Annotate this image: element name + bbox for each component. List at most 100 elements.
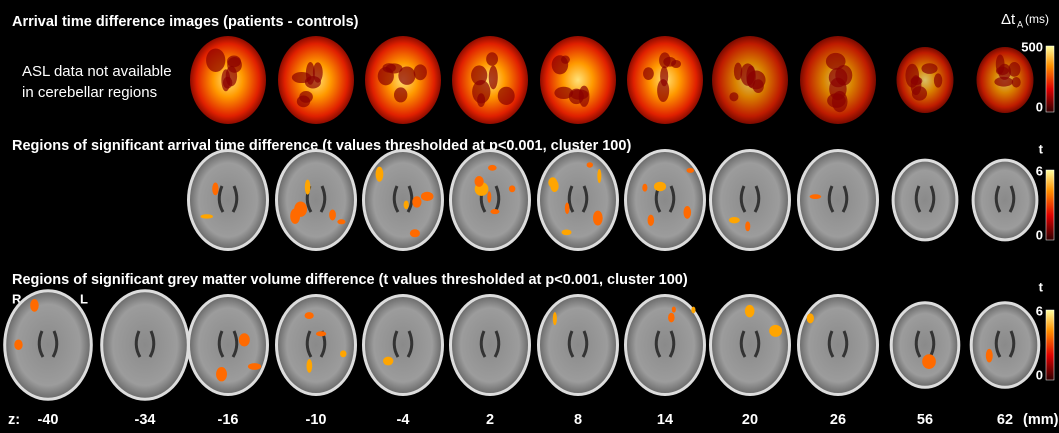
activation xyxy=(412,196,421,207)
asl-blob xyxy=(657,79,669,102)
colorbar-subscript: A xyxy=(1017,19,1023,29)
asl-blob xyxy=(477,93,485,107)
asl-blob xyxy=(747,71,766,90)
note: in cerebellar regions xyxy=(22,84,157,101)
activation xyxy=(691,307,695,314)
activation xyxy=(745,305,755,317)
asl-blob xyxy=(489,65,498,89)
colorbar xyxy=(1046,310,1054,380)
mri-brain xyxy=(975,162,1036,239)
z-label: z: xyxy=(8,412,20,428)
asl-blob xyxy=(921,63,937,74)
asl-blob xyxy=(832,91,848,112)
activation xyxy=(316,331,326,336)
asl-blob xyxy=(829,68,848,88)
mri-brain xyxy=(893,304,958,386)
z-value: 8 xyxy=(574,412,582,428)
activation xyxy=(668,313,675,323)
z-value: -16 xyxy=(218,412,239,428)
mri-brain xyxy=(712,152,788,248)
colorbar-symbol: Δt xyxy=(1001,11,1016,28)
colorbar-min: 0 xyxy=(1036,367,1043,382)
activation xyxy=(305,180,311,195)
colorbar-max: 6 xyxy=(1036,303,1043,318)
asl-image xyxy=(897,47,954,113)
activation xyxy=(810,194,822,199)
activation xyxy=(565,203,570,215)
asl-blob xyxy=(394,87,407,102)
mri-brain xyxy=(365,297,441,393)
asl-blob xyxy=(471,65,487,85)
activation xyxy=(376,167,384,182)
mri-brain xyxy=(627,152,703,248)
activation xyxy=(305,312,314,319)
activation xyxy=(383,357,393,366)
z-value: -10 xyxy=(306,412,327,428)
colorbar xyxy=(1046,46,1054,112)
asl-blob xyxy=(994,77,1013,87)
mri-brain xyxy=(800,297,876,393)
activation xyxy=(290,208,300,224)
activation xyxy=(553,312,557,325)
activation xyxy=(593,211,603,226)
mri-brain xyxy=(190,297,266,393)
note: ASL data not available xyxy=(22,63,172,80)
activation xyxy=(562,229,572,235)
asl-blob xyxy=(996,67,1009,76)
asl-blob xyxy=(386,63,403,73)
mri-brain xyxy=(278,152,354,248)
mri-brain xyxy=(190,152,266,248)
mri-brain xyxy=(278,297,354,393)
asl-blob xyxy=(663,57,676,67)
colorbar-max: 6 xyxy=(1036,163,1043,178)
activation xyxy=(216,367,227,381)
activation xyxy=(686,168,694,173)
asl-blob xyxy=(554,87,573,99)
z-value: 62 xyxy=(997,412,1013,428)
asl-blob xyxy=(912,86,927,100)
colorbar-max: 500 xyxy=(1021,39,1043,54)
activation xyxy=(239,333,250,346)
z-unit: (mm) xyxy=(1023,412,1059,428)
asl-blob xyxy=(570,89,588,99)
orientation: L xyxy=(80,291,88,306)
colorbar-symbol: t xyxy=(1039,141,1044,156)
activation xyxy=(642,184,647,192)
asl-blob xyxy=(306,62,315,85)
colorbar-min: 0 xyxy=(1036,227,1043,242)
asl-blob xyxy=(561,55,570,63)
activation xyxy=(672,306,676,312)
asl-blob xyxy=(299,91,313,103)
colorbar-symbol: t xyxy=(1039,279,1044,294)
activation xyxy=(490,209,499,214)
activation xyxy=(548,177,557,187)
colorbar-unit: (ms) xyxy=(1025,12,1049,26)
activation xyxy=(410,229,420,237)
mri-brain xyxy=(452,297,528,393)
activation xyxy=(329,209,336,220)
z-value: 20 xyxy=(742,412,758,428)
asl-blob xyxy=(206,48,225,72)
row-title: Arrival time difference images (patients… xyxy=(12,14,359,30)
colorbar xyxy=(1046,170,1054,240)
z-value: -4 xyxy=(397,412,410,428)
activation xyxy=(922,354,936,369)
activation xyxy=(745,221,750,231)
activation xyxy=(474,176,483,187)
z-value: 14 xyxy=(657,412,673,428)
asl-image xyxy=(540,36,616,124)
activation xyxy=(597,169,601,183)
activation xyxy=(212,182,218,195)
activation xyxy=(986,349,993,363)
z-value: -34 xyxy=(135,412,156,428)
activation xyxy=(200,214,213,218)
activation xyxy=(654,182,666,192)
asl-blob xyxy=(498,87,515,105)
mri-brain xyxy=(973,304,1038,386)
page: Arrival time difference images (patients… xyxy=(0,0,1059,433)
figure: Arrival time difference images (patients… xyxy=(0,0,1059,433)
activation xyxy=(337,219,345,224)
z-value: 26 xyxy=(830,412,846,428)
activation xyxy=(248,363,261,370)
asl-blob xyxy=(227,57,242,73)
